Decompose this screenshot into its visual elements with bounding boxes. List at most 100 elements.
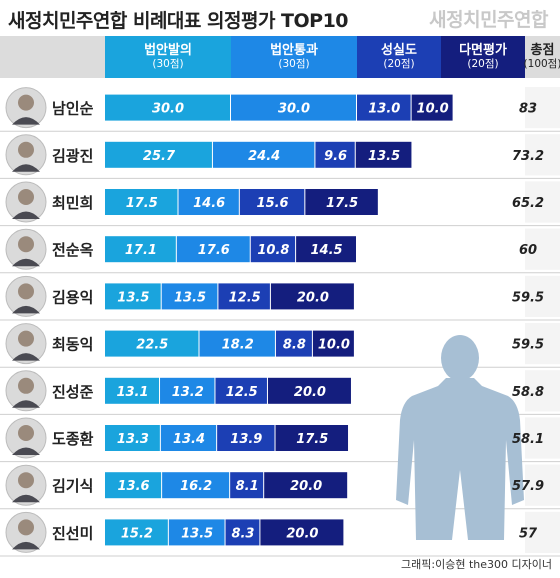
avatar-shoulders-icon bbox=[12, 400, 40, 408]
avatar-head-icon bbox=[18, 377, 34, 394]
bar-value-label: 14.6 bbox=[193, 196, 225, 211]
avatar bbox=[5, 275, 47, 317]
member-name: 김용익 bbox=[52, 288, 93, 306]
bar-value-label: 8.3 bbox=[231, 526, 254, 541]
header-bill-proposal: 법안발의 (30점) bbox=[105, 36, 231, 78]
bar-value-label: 14.5 bbox=[311, 243, 343, 258]
bar-segment bbox=[160, 377, 215, 404]
bar-segment bbox=[178, 189, 239, 215]
bar-value-label: 10.8 bbox=[257, 243, 289, 258]
bar-value-label: 17.5 bbox=[126, 196, 158, 211]
header-points: (20점) bbox=[467, 58, 499, 71]
total-cell bbox=[525, 181, 560, 223]
total-score: 59.5 bbox=[512, 290, 544, 305]
total-cell bbox=[525, 464, 560, 506]
header-diligence: 성실도 (20점) bbox=[357, 36, 441, 78]
bar-value-label: 13.5 bbox=[181, 526, 213, 541]
bar-value-label: 9.6 bbox=[324, 149, 347, 164]
silhouette-head bbox=[441, 335, 479, 381]
bars: 30.0 30.0 13.0 10.0 25.7 24.4 9.6 13.5 17.5 14.6 1… bbox=[105, 94, 453, 546]
total-cell bbox=[525, 370, 560, 412]
bar-value-label: 13.3 bbox=[117, 432, 149, 447]
bar-segment bbox=[267, 377, 351, 404]
bar-value-label: 30.0 bbox=[152, 102, 184, 117]
total-score: 57.9 bbox=[512, 479, 544, 494]
avatar-head-icon bbox=[18, 425, 34, 441]
member-name: 최민희 bbox=[52, 194, 93, 212]
avatar-shoulders-icon bbox=[12, 258, 40, 267]
bar-segment bbox=[105, 94, 230, 121]
avatar-head-icon bbox=[18, 141, 34, 158]
silhouette-body bbox=[396, 378, 524, 540]
bar-segment bbox=[212, 141, 315, 168]
total-cell bbox=[525, 87, 560, 129]
bar-segment bbox=[105, 189, 178, 215]
bar-value-label: 17.1 bbox=[125, 243, 157, 258]
avatar-head-icon bbox=[18, 472, 34, 489]
bar-value-label: 12.5 bbox=[226, 385, 258, 400]
avatar-shoulders-icon bbox=[12, 164, 40, 172]
bar-value-label: 24.4 bbox=[248, 149, 280, 164]
member-name: 진선미 bbox=[52, 524, 93, 542]
avatar bbox=[5, 417, 47, 459]
member-name: 김기식 bbox=[52, 477, 93, 495]
bar-segment bbox=[231, 94, 356, 121]
header-label: 법안발의 bbox=[144, 42, 192, 58]
bar-segment bbox=[275, 330, 312, 357]
bar-value-label: 13.4 bbox=[173, 432, 205, 447]
bar-value-label: 10.0 bbox=[318, 338, 350, 353]
bar-segment bbox=[312, 330, 354, 357]
bar-value-label: 20.0 bbox=[290, 479, 322, 494]
bar-value-label: 15.6 bbox=[257, 196, 289, 211]
avatar bbox=[5, 464, 47, 506]
bar-segment bbox=[105, 425, 160, 451]
bar-segment bbox=[162, 472, 230, 499]
header-points: (30점) bbox=[278, 58, 310, 71]
bar-value-label: 25.7 bbox=[143, 149, 176, 164]
bar-value-label: 8.8 bbox=[283, 338, 306, 353]
bar-segment bbox=[105, 141, 212, 168]
avatar-head-icon bbox=[18, 330, 34, 347]
bar-value-label: 13.5 bbox=[174, 290, 206, 305]
avatar-head-icon bbox=[18, 94, 34, 111]
bar-segment bbox=[105, 519, 168, 546]
bar-segment bbox=[411, 94, 453, 121]
bar-value-label: 17.5 bbox=[296, 432, 328, 447]
avatar-shoulders-icon bbox=[12, 353, 40, 361]
bar-segment bbox=[105, 283, 161, 310]
person-silhouette bbox=[396, 335, 524, 540]
total-score: 58.8 bbox=[512, 385, 544, 400]
bar-value-label: 13.2 bbox=[172, 385, 204, 400]
header-points: (30점) bbox=[152, 58, 184, 71]
total-score: 59.5 bbox=[512, 338, 544, 353]
avatar-shoulders-icon bbox=[12, 211, 40, 219]
avatar bbox=[5, 323, 47, 365]
avatar bbox=[5, 511, 47, 553]
bar-value-label: 13.1 bbox=[116, 385, 148, 400]
bar-value-label: 13.6 bbox=[118, 479, 150, 494]
header-points: (20점) bbox=[383, 58, 415, 71]
bar-segment bbox=[225, 519, 260, 546]
bar-value-label: 20.0 bbox=[294, 385, 326, 400]
bar-segment bbox=[161, 283, 218, 310]
bar-value-label: 12.5 bbox=[229, 290, 261, 305]
avatar bbox=[5, 134, 47, 176]
avatar-head-icon bbox=[18, 283, 34, 300]
header-points: (100점) bbox=[523, 58, 560, 71]
bar-segment bbox=[105, 377, 160, 404]
avatar-head-icon bbox=[18, 189, 34, 205]
bar-segment bbox=[105, 330, 199, 357]
total-cell bbox=[525, 275, 560, 317]
bar-segment bbox=[270, 283, 354, 310]
header-total: 총점 (100점) bbox=[523, 36, 560, 78]
total-score: 58.1 bbox=[512, 432, 544, 447]
bar-segment bbox=[296, 236, 356, 263]
avatar bbox=[5, 87, 47, 129]
member-name: 남인순 bbox=[52, 100, 94, 118]
bar-value-label: 8.1 bbox=[236, 479, 259, 494]
bar-value-label: 15.2 bbox=[121, 526, 153, 541]
bar-segment bbox=[105, 472, 162, 499]
header-bill-passage: 법안통과 (30점) bbox=[231, 36, 357, 78]
member-name: 도종환 bbox=[52, 430, 94, 448]
bar-value-label: 13.9 bbox=[230, 432, 262, 447]
